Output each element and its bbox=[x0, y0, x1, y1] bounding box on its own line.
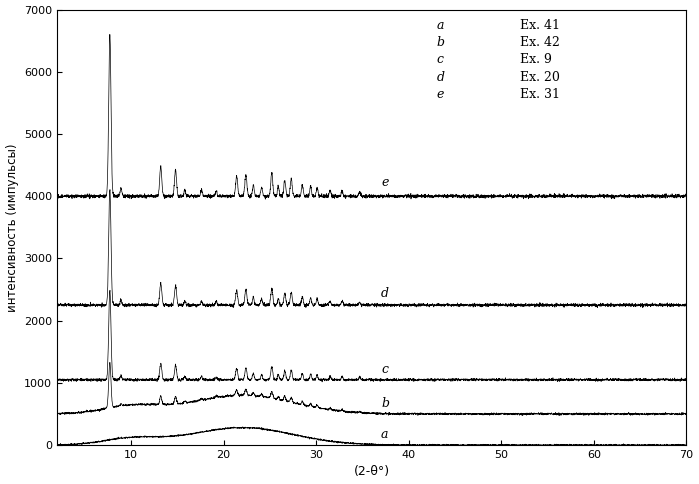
Text: a: a bbox=[381, 428, 389, 441]
Text: e: e bbox=[436, 88, 444, 101]
Text: e: e bbox=[381, 176, 389, 189]
Text: Ex. 41: Ex. 41 bbox=[520, 18, 560, 31]
Text: Ex. 9: Ex. 9 bbox=[520, 53, 552, 66]
Text: Ex. 42: Ex. 42 bbox=[520, 36, 560, 49]
Y-axis label: интенсивность (импульсы): интенсивность (импульсы) bbox=[6, 143, 19, 312]
Text: Ex. 31: Ex. 31 bbox=[520, 88, 560, 101]
Text: d: d bbox=[436, 71, 445, 84]
Text: Ex. 20: Ex. 20 bbox=[520, 71, 560, 84]
X-axis label: (2-θ°): (2-θ°) bbox=[354, 466, 390, 479]
Text: d: d bbox=[381, 287, 389, 300]
Text: c: c bbox=[436, 53, 444, 66]
Text: b: b bbox=[381, 397, 389, 410]
Text: a: a bbox=[436, 18, 444, 31]
Text: c: c bbox=[381, 363, 388, 376]
Text: b: b bbox=[436, 36, 445, 49]
